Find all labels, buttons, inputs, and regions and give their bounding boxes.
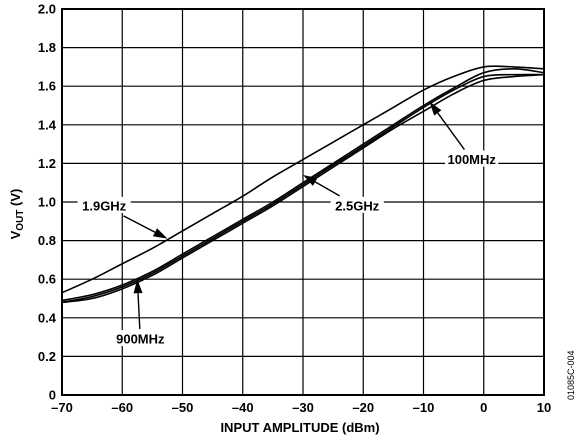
annotation-bg-2-5ghz: [330, 196, 384, 213]
x-tick-label: –40: [232, 400, 254, 415]
annotations: 1.9GHz 2.5GHz 900MHz 100MHz: [77, 101, 499, 347]
annotation-arrow-2-5ghz: [314, 181, 341, 197]
annotation-label-2-5ghz: 2.5GHz: [335, 198, 380, 213]
x-tick-label: –30: [292, 400, 314, 415]
annotation-bg-900mhz: [113, 330, 167, 347]
y-tick-label: 0.6: [38, 272, 56, 287]
series-line-900mhz: [61, 73, 545, 304]
annotation-arrow-900mhz: [137, 293, 141, 330]
y-tick-label: 1.0: [38, 195, 56, 210]
y-axis-label-sub: OUT: [15, 210, 26, 231]
x-tick-label: –50: [172, 400, 194, 415]
y-axis-label-unit: (V): [8, 189, 23, 210]
annotation-arrowhead-900mhz: [133, 279, 143, 294]
x-tick-label: –70: [51, 400, 73, 415]
grid: [61, 8, 545, 396]
y-tick-label: 0.4: [38, 310, 57, 325]
annotation-arrowhead-100mhz: [429, 101, 442, 116]
annotation-arrow-100mhz: [437, 112, 465, 150]
x-tick-label: –60: [111, 400, 133, 415]
annotation-label-100mhz: 100MHz: [447, 152, 496, 167]
y-tick-label: 0.8: [38, 233, 56, 248]
x-tick-label: –10: [413, 400, 435, 415]
x-tick-label: –20: [352, 400, 374, 415]
y-tick-label: 1.2: [38, 156, 56, 171]
x-tick-label: 10: [537, 400, 551, 415]
annotation-arrow-1-9ghz: [123, 215, 156, 233]
y-tick-label: 0.2: [38, 349, 56, 364]
plot-frame: [61, 8, 545, 396]
annotation-arrowhead-1-9ghz: [152, 228, 168, 239]
x-tick-labels: –70 –60 –50 –40 –30 –20 –10 0 10: [51, 400, 551, 415]
series-lines: [61, 65, 545, 304]
series-line-1-9ghz: [61, 65, 545, 294]
y-axis-label: VOUT (V): [8, 189, 26, 240]
annotation-arrowhead-2-5ghz: [303, 174, 318, 186]
y-tick-label: 2.0: [38, 2, 56, 17]
annotation-label-900mhz: 900MHz: [116, 332, 165, 347]
series-line-100mhz: [61, 73, 545, 304]
y-tick-label: 1.8: [38, 40, 56, 55]
annotation-bg-100mhz: [445, 150, 499, 167]
y-axis-label-main: V: [8, 230, 23, 239]
annotation-label-1-9ghz: 1.9GHz: [82, 198, 127, 213]
y-tick-label: 1.4: [38, 117, 57, 132]
series-line-2-5ghz: [61, 68, 545, 302]
x-axis-label: INPUT AMPLITUDE (dBm): [220, 420, 379, 435]
y-tick-label: 0: [49, 388, 56, 403]
figure-code: 01085C-004: [566, 350, 576, 400]
annotation-bg-1-9ghz: [77, 196, 131, 213]
y-tick-labels: 0 0.2 0.4 0.6 0.8 1.0 1.2 1.4 1.6 1.8 2.0: [38, 2, 57, 403]
y-tick-label: 1.6: [38, 79, 56, 94]
x-tick-label: 0: [480, 400, 487, 415]
